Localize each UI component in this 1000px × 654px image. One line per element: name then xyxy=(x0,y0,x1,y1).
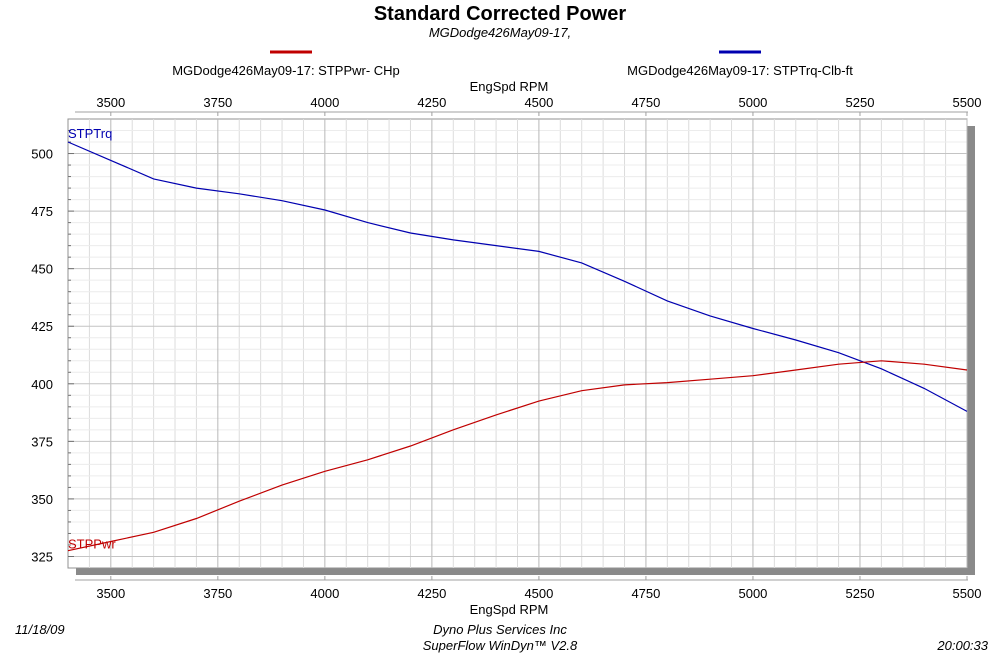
series-line-stppwr xyxy=(67,360,968,552)
bottom-axis-title: EngSpd RPM xyxy=(470,602,549,617)
x-tick-label-top: 3500 xyxy=(96,95,125,110)
x-tick-label-bottom: 5000 xyxy=(738,586,767,601)
x-tick-label-bottom: 3750 xyxy=(203,586,232,601)
x-tick-label-bottom: 5500 xyxy=(953,586,982,601)
x-tick-label-top: 4000 xyxy=(310,95,339,110)
footer-software: SuperFlow WinDyn™ V2.8 xyxy=(423,638,578,653)
grid-lines xyxy=(68,119,968,568)
y-tick-label: 425 xyxy=(31,319,53,334)
y-tick-label: 350 xyxy=(31,492,53,507)
x-tick-label-bottom: 4000 xyxy=(310,586,339,601)
footer-company: Dyno Plus Services Inc xyxy=(433,622,567,637)
y-tick-label: 475 xyxy=(31,204,53,219)
x-tick-label-bottom: 3500 xyxy=(96,586,125,601)
x-tick-label-bottom: 4750 xyxy=(631,586,660,601)
series-label-stppwr: STPPwr xyxy=(68,537,116,552)
x-tick-label-top: 5500 xyxy=(953,95,982,110)
x-tick-label-top: 4500 xyxy=(524,95,553,110)
y-tick-label: 325 xyxy=(31,549,53,564)
y-tick-label: 375 xyxy=(31,434,53,449)
footer-date: 11/18/09 xyxy=(15,622,65,637)
legend-label-torque: MGDodge426May09-17: STPTrq-Clb-ft xyxy=(627,63,853,78)
x-tick-label-top: 3750 xyxy=(203,95,232,110)
legend-label-power: MGDodge426May09-17: STPPwr- CHp xyxy=(172,63,400,78)
y-tick-label: 400 xyxy=(31,377,53,392)
x-tick-label-top: 4750 xyxy=(631,95,660,110)
x-tick-label-top: 5000 xyxy=(738,95,767,110)
y-tick-label: 450 xyxy=(31,262,53,277)
chart-title: Standard Corrected Power xyxy=(374,3,627,25)
x-tick-label-bottom: 4500 xyxy=(524,586,553,601)
series-label-stptrq: STPTrq xyxy=(68,126,112,141)
series-line-stptrq xyxy=(67,141,968,412)
footer-time: 20:00:33 xyxy=(936,638,988,653)
x-tick-label-bottom: 5250 xyxy=(846,586,875,601)
x-tick-label-top: 5250 xyxy=(846,95,875,110)
y-tick-label: 500 xyxy=(31,147,53,162)
x-tick-label-bottom: 4250 xyxy=(417,586,446,601)
top-axis-title: EngSpd RPM xyxy=(470,79,549,94)
chart-subtitle: MGDodge426May09-17, xyxy=(429,25,571,40)
x-tick-label-top: 4250 xyxy=(417,95,446,110)
